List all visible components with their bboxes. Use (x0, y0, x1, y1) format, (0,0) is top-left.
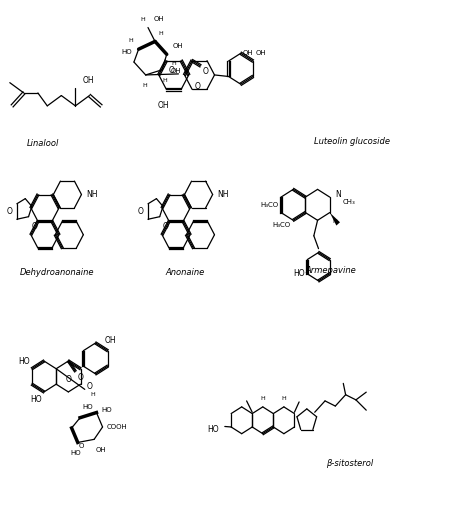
Text: H: H (282, 396, 286, 401)
Text: OH: OH (96, 447, 106, 453)
Text: NH: NH (217, 190, 229, 199)
Text: H: H (172, 60, 176, 66)
Text: HO: HO (82, 404, 93, 410)
Text: HO: HO (18, 357, 29, 366)
Text: HO: HO (208, 425, 219, 434)
Text: Linalool: Linalool (27, 140, 59, 148)
Text: OH: OH (104, 336, 116, 344)
Text: OH: OH (154, 16, 164, 22)
Text: N: N (336, 190, 341, 199)
Text: COOH: COOH (106, 424, 127, 430)
Text: O: O (6, 207, 12, 216)
Text: H: H (332, 219, 337, 224)
Text: HO: HO (101, 407, 112, 413)
Text: Armepavine: Armepavine (305, 266, 356, 275)
Text: H: H (162, 78, 167, 82)
Text: H: H (140, 17, 145, 22)
Text: O: O (78, 443, 83, 450)
Text: OH: OH (173, 43, 183, 49)
Text: H: H (142, 83, 147, 88)
Text: NH: NH (86, 190, 98, 199)
Text: O: O (194, 82, 200, 91)
Text: OH: OH (255, 50, 266, 56)
Text: HO: HO (70, 450, 81, 456)
Text: H: H (128, 38, 133, 43)
Text: O: O (78, 374, 83, 382)
Text: H: H (91, 392, 96, 397)
Text: OH: OH (171, 68, 181, 74)
Text: H: H (260, 396, 265, 401)
Text: O: O (137, 207, 143, 216)
Text: O: O (65, 375, 71, 384)
Text: O: O (168, 66, 174, 76)
Text: Luteolin glucoside: Luteolin glucoside (314, 137, 390, 146)
Text: HO: HO (30, 394, 42, 404)
Text: Dehydroanonaine: Dehydroanonaine (19, 268, 94, 277)
Text: β-sitosterol: β-sitosterol (326, 459, 373, 468)
Text: O: O (87, 382, 93, 391)
Text: HO: HO (121, 49, 132, 55)
Text: H: H (159, 31, 164, 36)
Polygon shape (330, 213, 340, 226)
Text: HO: HO (293, 269, 305, 278)
Text: H₃CO: H₃CO (261, 203, 279, 208)
Text: CH₃: CH₃ (343, 199, 356, 205)
Text: OH: OH (82, 76, 94, 85)
Text: O: O (163, 222, 169, 231)
Text: O: O (32, 222, 37, 231)
Text: OH: OH (158, 101, 170, 110)
Text: H₃CO: H₃CO (273, 222, 291, 228)
Text: O: O (202, 67, 208, 77)
Text: Anonaine: Anonaine (166, 268, 205, 277)
Text: OH: OH (243, 51, 254, 56)
